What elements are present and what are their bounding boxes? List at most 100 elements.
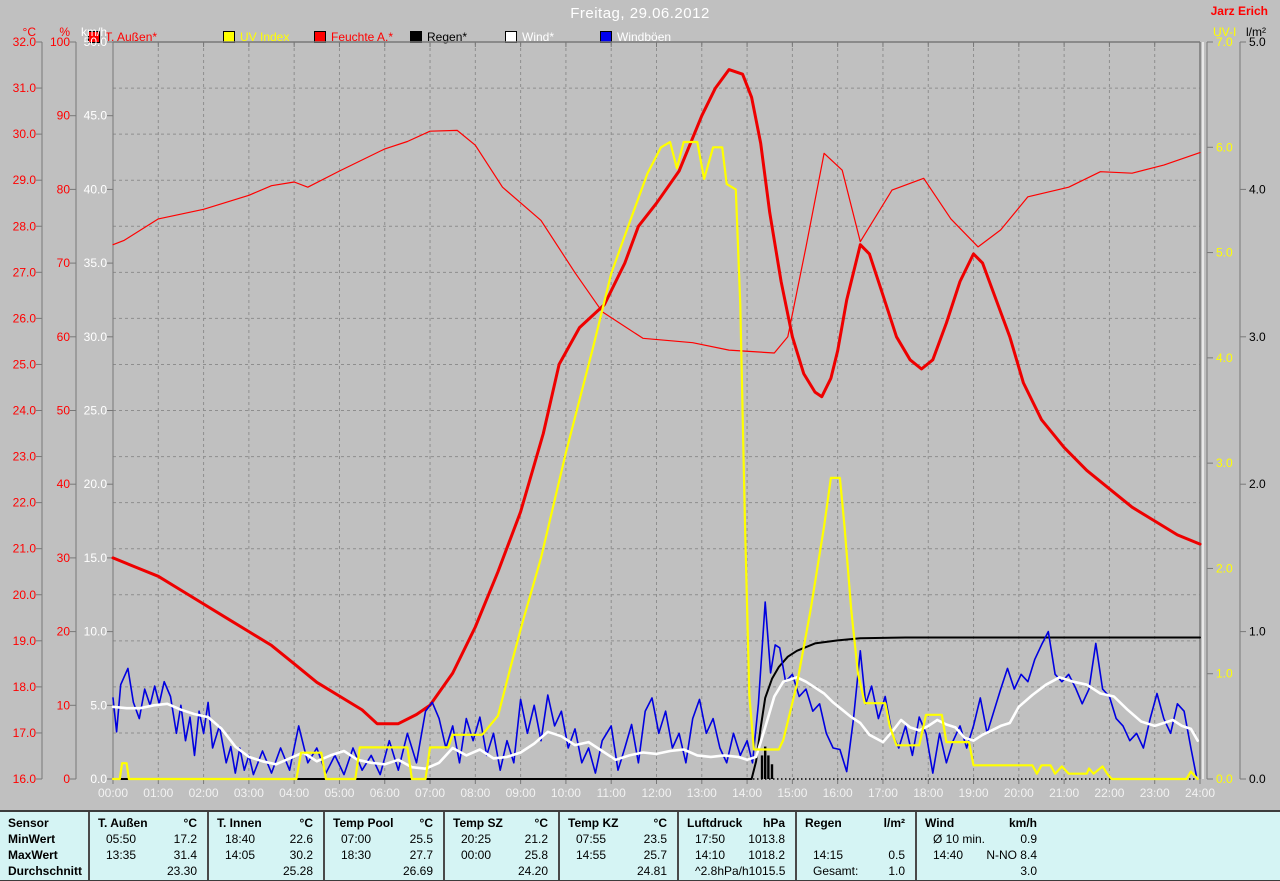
sensor-column-Temp Pool: Temp Pool °C 07:00 25.5 18:30 27.7 26.69: [323, 812, 443, 880]
cell-Wind-MaxWert-value: N-NO 8.4: [986, 848, 1037, 862]
legend-label: Wind*: [522, 30, 555, 44]
svg-text:32.0: 32.0: [13, 35, 37, 49]
cell-T. Außen-MaxWert-time: 13:35: [106, 848, 137, 862]
svg-text:3.0: 3.0: [1249, 330, 1266, 344]
legend-label: UV Index: [240, 30, 290, 44]
svg-text:7.0: 7.0: [1216, 35, 1233, 49]
svg-text:5.0: 5.0: [1249, 35, 1266, 49]
cell-T. Außen-MaxWert-value: 31.4: [173, 848, 197, 862]
sensor-unit: °C: [534, 816, 548, 830]
svg-text:80: 80: [57, 182, 71, 196]
left-axis-km/h: km/h50.0 45.0 40.0 35.0 30.0 25.0 20.0 15.0 10.0…: [81, 25, 114, 786]
sensor-name: T. Außen: [98, 816, 148, 830]
cell-Temp SZ-MinWert-time: 20:25: [461, 832, 492, 846]
svg-text:0.0: 0.0: [1216, 772, 1233, 786]
svg-text:27.0: 27.0: [13, 265, 37, 279]
svg-text:l/m²: l/m²: [1246, 25, 1266, 39]
sensor-unit: km/h: [1008, 816, 1037, 830]
svg-text:5.0: 5.0: [90, 698, 107, 712]
cell-Temp Pool-MaxWert-value: 27.7: [409, 848, 433, 862]
cell-T. Innen-MaxWert: 14:05 30.2: [209, 847, 323, 863]
svg-text:09:00: 09:00: [506, 786, 536, 800]
x-axis-labels: 00:00 01:00 02:00 03:00 04:00 05:00 06:00 07:00…: [98, 786, 1215, 800]
svg-text:3.0: 3.0: [1216, 456, 1233, 470]
legend-label: Feuchte A.*: [331, 30, 394, 44]
series-wind: [111, 675, 1199, 771]
cell-Regen-Durchschnitt-time: Gesamt:: [813, 864, 859, 878]
row-label-MaxWert: MaxWert: [8, 848, 58, 862]
cell-Wind-Durchschnitt: 3.0: [917, 863, 1047, 879]
cell-T. Außen-Durchschnitt-value: 23.30: [166, 864, 197, 878]
svg-text:40: 40: [57, 477, 71, 491]
cell-Luftdruck-MinWert-time: 17:50: [695, 832, 726, 846]
svg-text:12:00: 12:00: [641, 786, 671, 800]
svg-text:25.0: 25.0: [13, 357, 37, 371]
svg-text:1.0: 1.0: [1216, 667, 1233, 681]
cell-Temp SZ-Durchschnitt: 24.20: [445, 863, 558, 879]
cell-Luftdruck-MaxWert: 14:10 1018.2: [679, 847, 795, 863]
table-row-labels: Sensor MinWert MaxWert Durchschnitt: [0, 812, 88, 880]
cell-Temp Pool-MaxWert: 18:30 27.7: [325, 847, 443, 863]
svg-text:21:00: 21:00: [1049, 786, 1079, 800]
svg-text:24:00: 24:00: [1185, 786, 1215, 800]
cell-T. Innen-MinWert: 18:40 22.6: [209, 831, 323, 847]
sensor-column-Temp SZ: Temp SZ °C 20:25 21.2 00:00 25.8 24.20: [443, 812, 558, 880]
svg-text:22:00: 22:00: [1094, 786, 1124, 800]
cell-T. Außen-MaxWert: 13:35 31.4: [90, 847, 207, 863]
svg-text:50.0: 50.0: [84, 35, 108, 49]
row-label-Durchschnitt: Durchschnitt: [8, 864, 83, 878]
cell-Wind-MinWert-value: 0.9: [1020, 832, 1037, 846]
svg-text:14:00: 14:00: [732, 786, 762, 800]
cell-Temp SZ-MaxWert-value: 25.8: [524, 848, 548, 862]
cell-Temp KZ-MinWert: 07:55 23.5: [560, 831, 677, 847]
svg-text:4.0: 4.0: [1216, 351, 1233, 365]
svg-text:20:00: 20:00: [1004, 786, 1034, 800]
cell-Temp Pool-MinWert-value: 25.5: [409, 832, 433, 846]
series-feuchte-aussen: [112, 129, 1201, 354]
svg-text:2.0: 2.0: [1249, 477, 1266, 491]
svg-text:24.0: 24.0: [13, 404, 37, 418]
summary-table: Sensor MinWert MaxWert Durchschnitt T. Außen…: [0, 810, 1280, 881]
legend-item-2: UV Index: [223, 30, 289, 44]
row-label-Sensor: Sensor: [8, 816, 49, 830]
sensor-header-Wind: Wind km/h: [917, 815, 1047, 831]
legend-item-4: Regen*: [410, 30, 467, 44]
svg-text:00:00: 00:00: [98, 786, 128, 800]
svg-text:%: %: [59, 25, 70, 39]
sensor-name: Wind: [925, 816, 955, 830]
sensor-name: T. Innen: [217, 816, 262, 830]
svg-text:°C: °C: [23, 25, 37, 39]
sensor-unit: °C: [419, 816, 433, 830]
sensor-header-Temp Pool: Temp Pool °C: [325, 815, 443, 831]
svg-text:35.0: 35.0: [84, 256, 108, 270]
svg-text:02:00: 02:00: [189, 786, 219, 800]
date-title: Freitag, 29.06.2012: [570, 5, 710, 22]
cell-T. Innen-MaxWert-value: 30.2: [289, 848, 313, 862]
cell-T. Außen-MinWert: 05:50 17.2: [90, 831, 207, 847]
svg-text:23.0: 23.0: [13, 450, 37, 464]
right-axis-l/m²: l/m²5.0 4.0 3.0 2.0 1.0 0.0: [1239, 25, 1266, 786]
cell-Temp KZ-MinWert-value: 23.5: [643, 832, 667, 846]
svg-text:04:00: 04:00: [279, 786, 309, 800]
legend-item-1: T. Außen*: [88, 30, 157, 44]
cell-Temp SZ-MinWert: 20:25 21.2: [445, 831, 558, 847]
svg-text:16.0: 16.0: [13, 772, 37, 786]
cell-Temp Pool-Durchschnitt: 26.69: [325, 863, 443, 879]
cell-T. Innen-MinWert-time: 18:40: [225, 832, 256, 846]
svg-text:20.0: 20.0: [13, 588, 37, 602]
cell-Regen-MinWert: [797, 831, 915, 847]
cell-T. Innen-Durchschnitt-time: [217, 863, 225, 879]
cell-Temp Pool-Durchschnitt-time: [333, 863, 341, 879]
sensor-header-T. Außen: T. Außen °C: [90, 815, 207, 831]
svg-text:13:00: 13:00: [687, 786, 717, 800]
cell-Wind-MinWert-time: Ø 10 min.: [933, 832, 986, 846]
svg-text:km/h: km/h: [81, 25, 107, 39]
svg-text:4.0: 4.0: [1249, 182, 1266, 196]
svg-text:29.0: 29.0: [13, 173, 37, 187]
cell-T. Außen-Durchschnitt: 23.30: [90, 863, 207, 879]
svg-text:07:00: 07:00: [415, 786, 445, 800]
sensor-header-Temp SZ: Temp SZ °C: [445, 815, 558, 831]
cell-Temp Pool-MinWert: 07:00 25.5: [325, 831, 443, 847]
svg-text:40.0: 40.0: [84, 182, 108, 196]
svg-text:10: 10: [57, 698, 71, 712]
